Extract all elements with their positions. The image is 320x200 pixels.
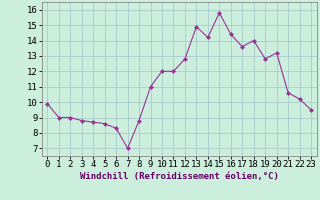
X-axis label: Windchill (Refroidissement éolien,°C): Windchill (Refroidissement éolien,°C) bbox=[80, 172, 279, 181]
